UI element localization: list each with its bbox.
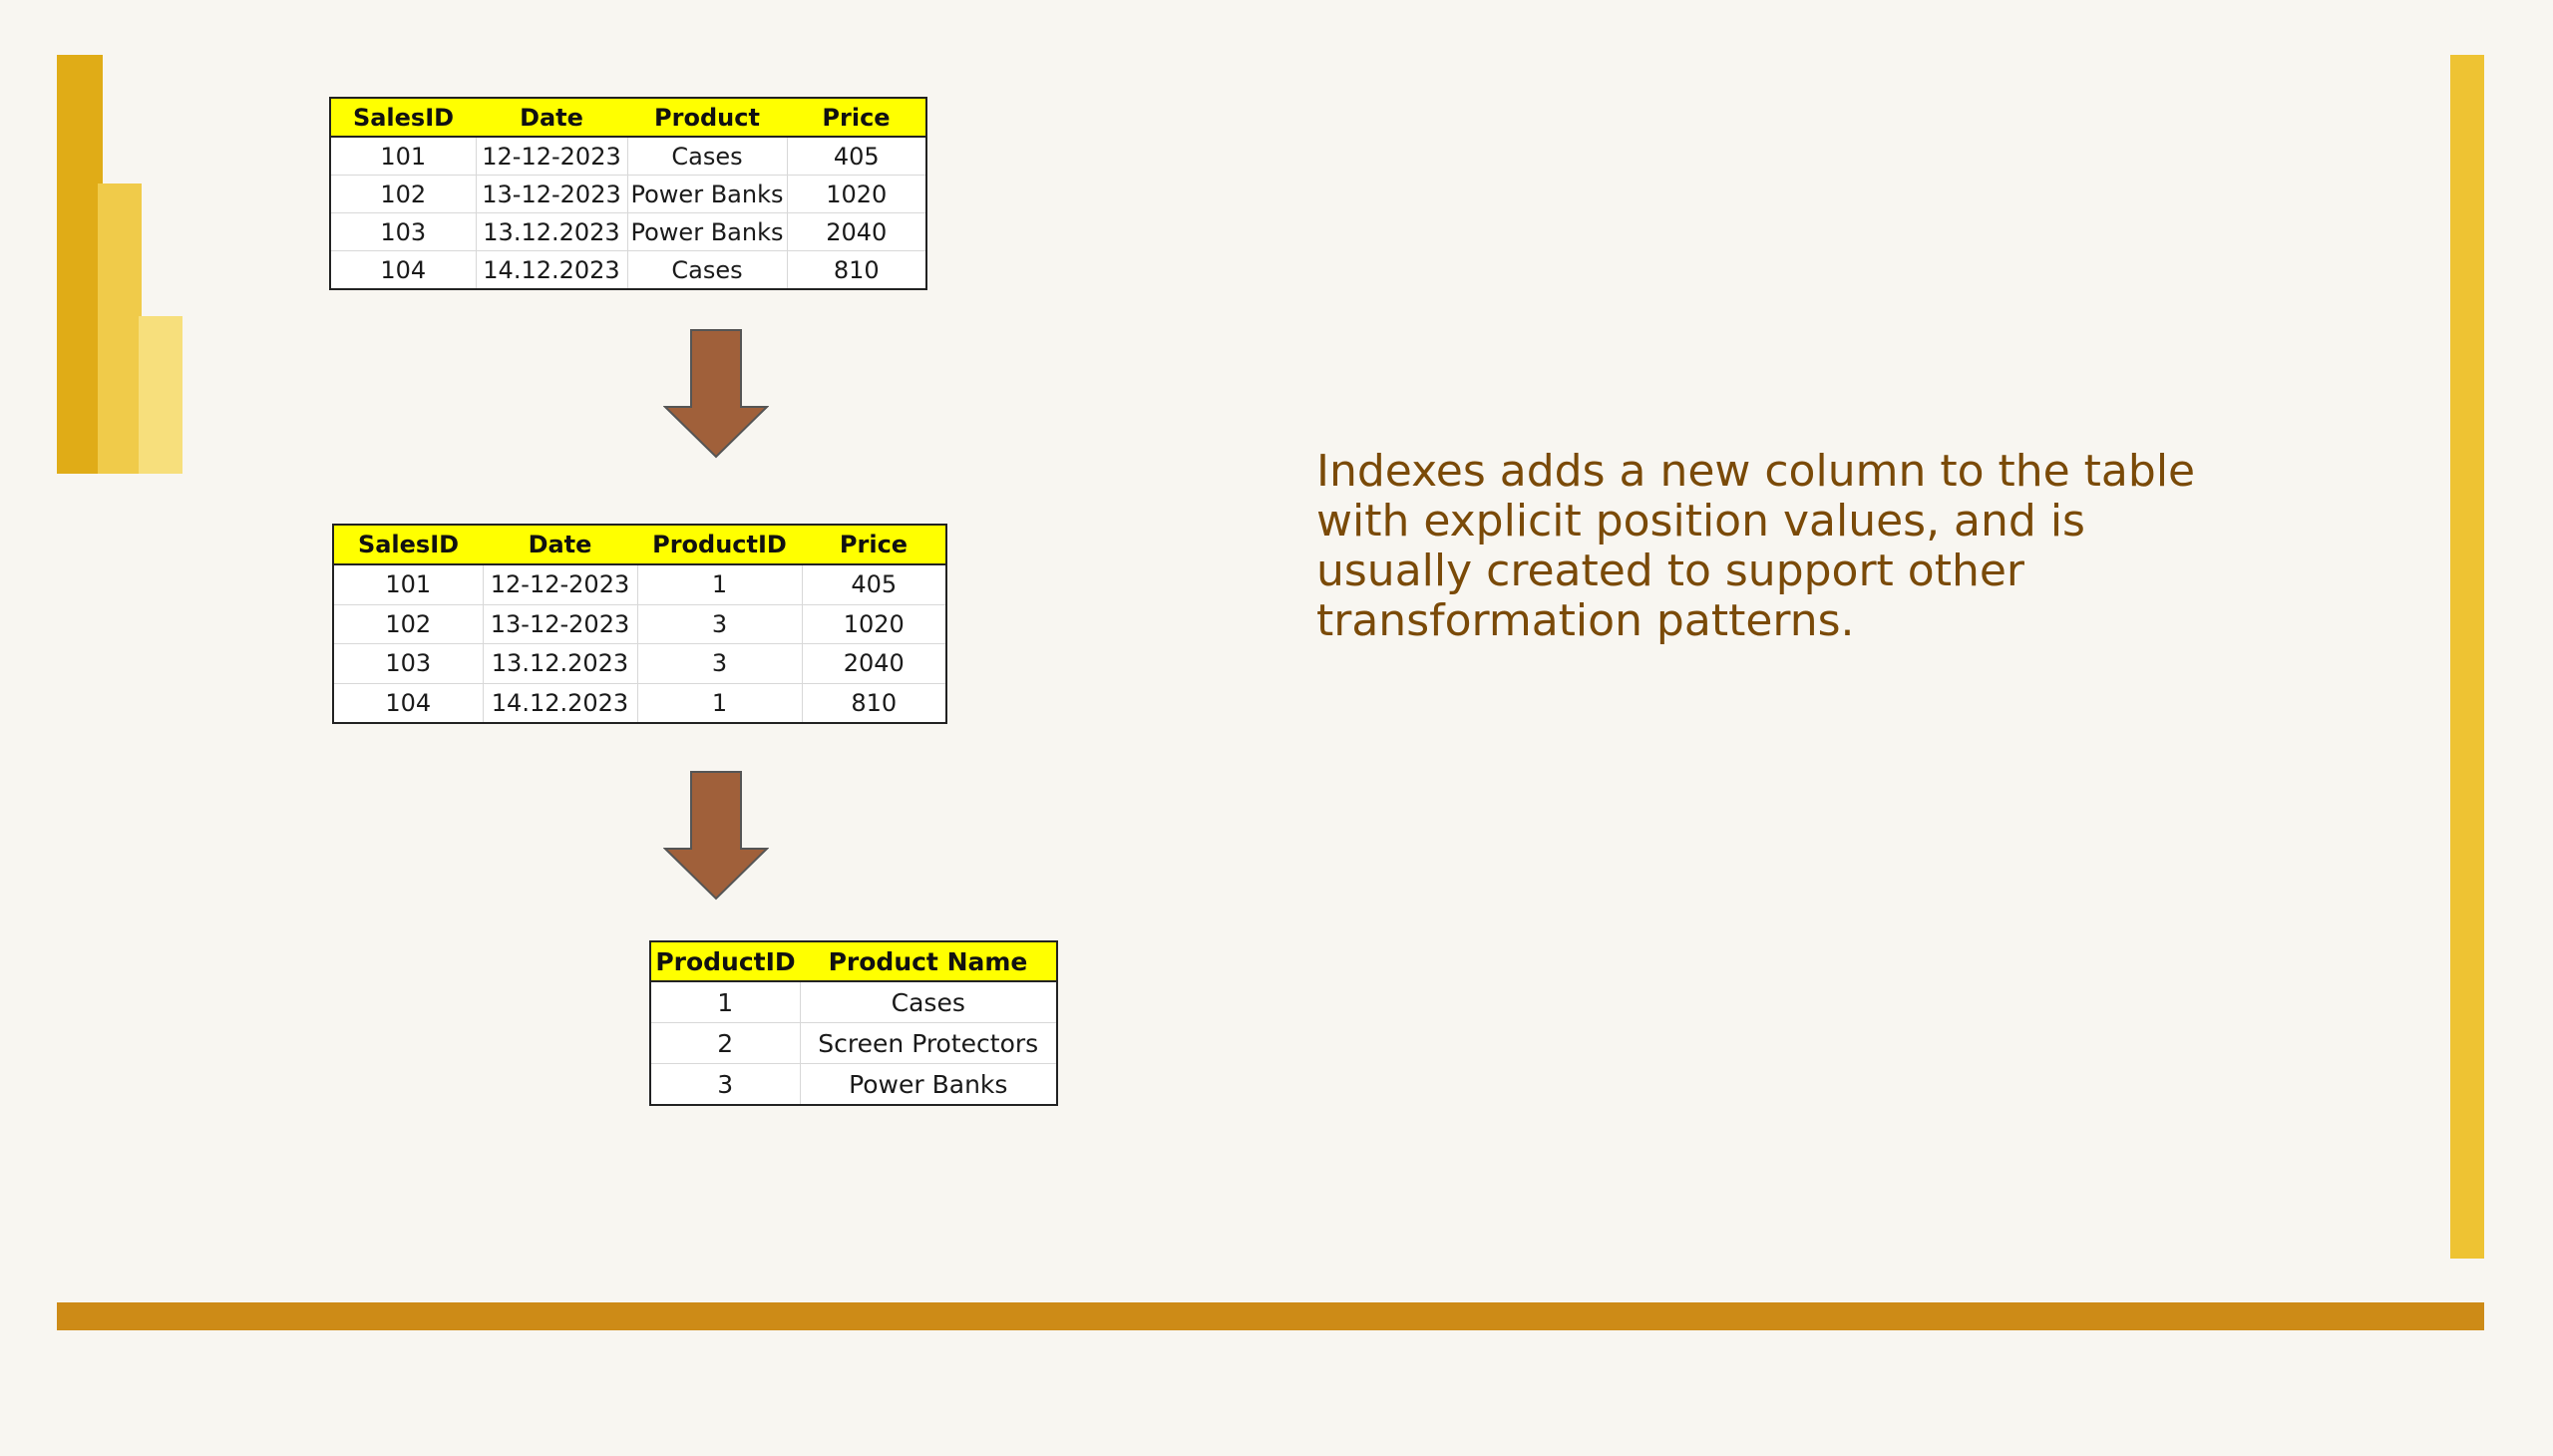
table-cell: Power Banks bbox=[627, 175, 788, 213]
table-cell: 1 bbox=[650, 981, 801, 1023]
table-cell: 14.12.2023 bbox=[483, 683, 638, 723]
table-cell: 103 bbox=[333, 643, 484, 684]
column-header: Price bbox=[787, 98, 926, 138]
column-header: ProductID bbox=[637, 525, 802, 565]
table-cell: 3 bbox=[650, 1063, 801, 1105]
column-header: SalesID bbox=[330, 98, 476, 138]
table-cell: 101 bbox=[333, 564, 484, 605]
table-header-row: ProductID Product Name bbox=[650, 941, 1057, 982]
description-text: Indexes adds a new column to the table w… bbox=[1316, 446, 2196, 646]
logo-bar bbox=[139, 316, 182, 474]
table-cell: 12-12-2023 bbox=[483, 564, 638, 605]
table-row: 103 13.12.2023 Power Banks 2040 bbox=[330, 212, 926, 251]
column-header: Date bbox=[476, 98, 627, 138]
table-row: 102 13-12-2023 Power Banks 1020 bbox=[330, 175, 926, 213]
table-cell: 13.12.2023 bbox=[476, 212, 628, 251]
bottom-accent-bar bbox=[57, 1302, 2484, 1330]
table-cell: 103 bbox=[330, 212, 477, 251]
table-cell: 102 bbox=[330, 175, 477, 213]
table-cell: Power Banks bbox=[849, 1069, 1008, 1099]
table-row: 1 Cases bbox=[650, 981, 1057, 1023]
column-header: Date bbox=[483, 525, 637, 565]
table-cell: 13-12-2023 bbox=[476, 175, 628, 213]
table-row: 104 14.12.2023 1 810 bbox=[333, 683, 946, 723]
table-cell: 13-12-2023 bbox=[483, 604, 638, 644]
table-cell: 13.12.2023 bbox=[483, 643, 638, 684]
table-cell: Cases bbox=[627, 137, 788, 176]
table-cell: 101 bbox=[330, 137, 477, 176]
column-header: Product Name bbox=[800, 941, 1057, 982]
table-cell: Power Banks bbox=[627, 212, 788, 251]
sales-table: SalesID Date Product Price 101 12-12-202… bbox=[329, 97, 927, 290]
table-cell: 1020 bbox=[802, 604, 946, 644]
sales-with-productid-table: SalesID Date ProductID Price 101 12-12-2… bbox=[332, 524, 947, 724]
down-arrow-icon bbox=[663, 771, 769, 901]
table-header-row: SalesID Date Product Price bbox=[330, 98, 926, 138]
table-cell: 405 bbox=[802, 564, 946, 605]
column-header: Price bbox=[802, 525, 946, 565]
table-row: 2 Screen Protectors bbox=[650, 1022, 1057, 1064]
down-arrow-icon bbox=[663, 329, 769, 459]
table-header-row: SalesID Date ProductID Price bbox=[333, 525, 946, 565]
table-cell: Screen Protectors bbox=[800, 1022, 1057, 1064]
table-cell: 102 bbox=[333, 604, 484, 644]
table-cell: 810 bbox=[851, 688, 898, 717]
products-table: ProductID Product Name 1 Cases 2 Screen … bbox=[649, 940, 1058, 1106]
table-cell: 14.12.2023 bbox=[476, 250, 628, 289]
table-cell: 3 bbox=[637, 643, 803, 684]
logo-bar bbox=[98, 183, 142, 474]
right-accent-bar bbox=[2450, 55, 2484, 1259]
table-cell: Cases bbox=[627, 250, 788, 289]
table-cell: 1 bbox=[637, 564, 803, 605]
table-cell: 405 bbox=[787, 137, 926, 176]
table-row: 101 12-12-2023 1 405 bbox=[333, 564, 946, 605]
column-header: SalesID bbox=[333, 525, 483, 565]
table-cell: 2 bbox=[650, 1022, 801, 1064]
table-row: 103 13.12.2023 3 2040 bbox=[333, 643, 946, 684]
table-cell: 12-12-2023 bbox=[476, 137, 628, 176]
table-cell: 2040 bbox=[787, 212, 926, 251]
table-cell: 1020 bbox=[787, 175, 926, 213]
table-row: 3 Power Banks bbox=[650, 1063, 1057, 1105]
table-row: 104 14.12.2023 Cases 810 bbox=[330, 250, 926, 289]
logo-bar bbox=[57, 55, 103, 474]
table-cell: 2040 bbox=[802, 643, 946, 684]
column-header: Product bbox=[627, 98, 787, 138]
table-row: 101 12-12-2023 Cases 405 bbox=[330, 137, 926, 176]
table-row: 102 13-12-2023 3 1020 bbox=[333, 604, 946, 644]
table-cell: 104 bbox=[333, 683, 484, 723]
table-cell: 104 bbox=[330, 250, 477, 289]
table-cell: 810 bbox=[833, 255, 880, 284]
table-cell: Cases bbox=[800, 981, 1057, 1023]
table-cell: 1 bbox=[637, 683, 803, 723]
column-header: ProductID bbox=[650, 941, 800, 982]
table-cell: 3 bbox=[637, 604, 803, 644]
